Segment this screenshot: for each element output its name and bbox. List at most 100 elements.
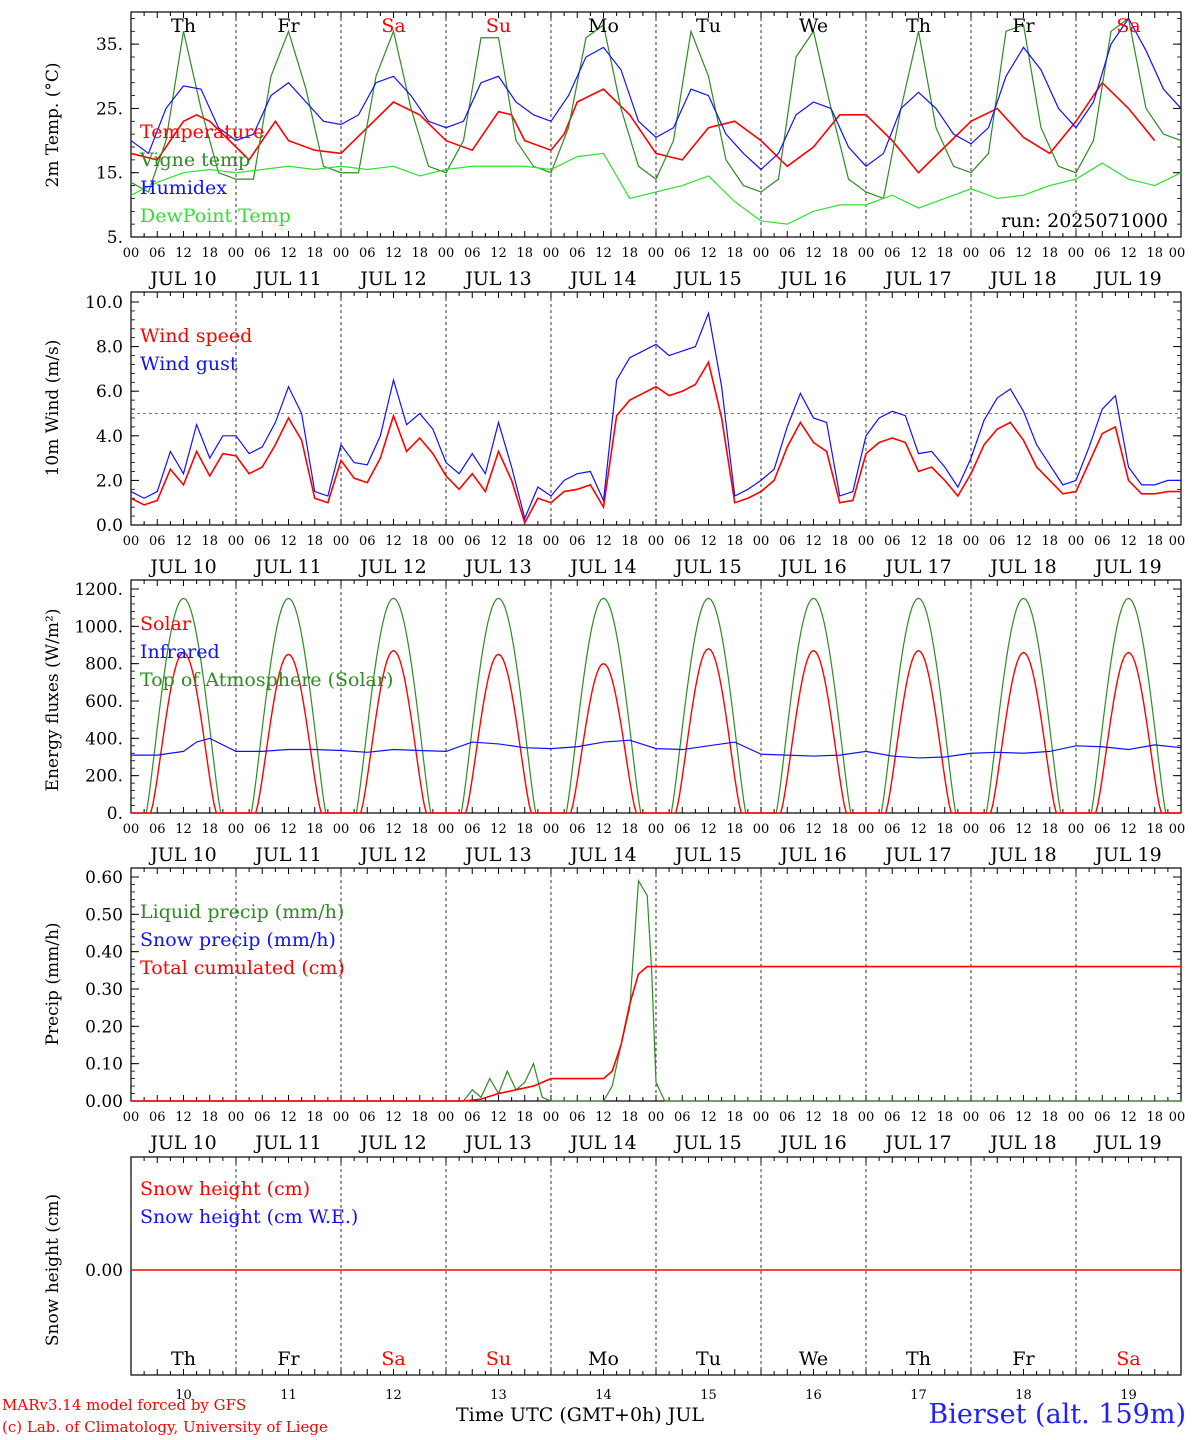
energy-y-tick-label: 400. xyxy=(85,729,123,749)
temp-series-vigne-temp xyxy=(130,17,1182,200)
temp-series-humidex xyxy=(130,17,1182,171)
temp-hour-label: 18 xyxy=(201,246,218,261)
wind-hour-label: 06 xyxy=(1094,534,1111,549)
solar-line xyxy=(131,647,1181,814)
precip-legend-entry: Liquid precip (mm/h) xyxy=(140,901,344,923)
snow-day-name: Mo xyxy=(588,1348,619,1370)
precip-legend-entry: Snow precip (mm/h) xyxy=(140,929,336,951)
temp-y-label: 2m Temp. (°C) xyxy=(43,62,63,187)
precip-hour-label: 12 xyxy=(490,1110,507,1125)
temp-date-label: JUL 11 xyxy=(253,268,321,290)
model-credit: MARv3.14 model forced by GFS xyxy=(2,1396,247,1414)
precip-hour-label: 00 xyxy=(753,1110,770,1125)
energy-hour-label: 06 xyxy=(989,822,1006,837)
temp-hour-label: 18 xyxy=(936,246,953,261)
precip-date-label: JUL 14 xyxy=(568,1132,636,1154)
energy-date-label: JUL 17 xyxy=(883,844,951,866)
temp-date-label: JUL 18 xyxy=(988,268,1056,290)
energy-hour-label: 00 xyxy=(1068,822,1085,837)
precip-hour-label: 06 xyxy=(1094,1110,1111,1125)
wind-hour-label: 12 xyxy=(805,534,822,549)
precip-hour-label: 00 xyxy=(858,1110,875,1125)
precip-hour-label: 18 xyxy=(411,1110,428,1125)
x-axis-title: Time UTC (GMT+0h) JUL xyxy=(456,1404,704,1426)
wind-date-label: JUL 13 xyxy=(463,556,531,578)
temp-hour-label: 06 xyxy=(254,246,271,261)
precip-date-label: JUL 17 xyxy=(883,1132,951,1154)
precip-date-label: JUL 10 xyxy=(148,1132,216,1154)
precip-hour-label: 06 xyxy=(989,1110,1006,1125)
wind-y-label: 10m Wind (m/s) xyxy=(43,340,63,477)
precip-hour-label: 00 xyxy=(228,1110,245,1125)
wind-hour-label: 00 xyxy=(858,534,875,549)
wind-hour-label: 12 xyxy=(1015,534,1032,549)
precip-hour-label: 18 xyxy=(516,1110,533,1125)
wind-hour-label: 06 xyxy=(989,534,1006,549)
temp-hour-label: 00 xyxy=(858,246,875,261)
precip-hour-label: 06 xyxy=(464,1110,481,1125)
temp-date-label: JUL 16 xyxy=(778,268,846,290)
wind-hour-label: 18 xyxy=(1146,534,1163,549)
temp-hour-label: 12 xyxy=(280,246,297,261)
precip-date-label: JUL 11 xyxy=(253,1132,321,1154)
temp-day-name: Sa xyxy=(381,15,405,37)
precip-hour-label: 00 xyxy=(543,1110,560,1125)
precip-hour-label: 00 xyxy=(648,1110,665,1125)
temp-hour-label: 00 xyxy=(648,246,665,261)
wind-hour-label: 12 xyxy=(490,534,507,549)
energy-date-label: JUL 10 xyxy=(148,844,216,866)
precip-hour-label: 00 xyxy=(438,1110,455,1125)
temp-date-label: JUL 10 xyxy=(148,268,216,290)
temp-date-label: JUL 19 xyxy=(1093,268,1161,290)
snow-day-name: We xyxy=(799,1348,828,1370)
wind-date-label: JUL 18 xyxy=(988,556,1056,578)
wind-hour-label: 18 xyxy=(621,534,638,549)
temp-hour-label: 00 xyxy=(333,246,350,261)
energy-hour-label: 12 xyxy=(1015,822,1032,837)
snow-day-name: Th xyxy=(171,1348,196,1370)
temp-series-temperature xyxy=(130,81,1156,174)
wind-hour-label: 18 xyxy=(306,534,323,549)
energy-hour-label: 18 xyxy=(1041,822,1058,837)
temp-hour-label: 12 xyxy=(385,246,402,261)
wind-hour-label: 00 xyxy=(963,534,980,549)
wind-hour-label: 06 xyxy=(569,534,586,549)
precip-hour-label: 18 xyxy=(831,1110,848,1125)
energy-hour-label: 12 xyxy=(910,822,927,837)
precip-hour-label: 18 xyxy=(726,1110,743,1125)
precip-hour-label: 12 xyxy=(280,1110,297,1125)
wind-date-label: JUL 16 xyxy=(778,556,846,578)
precip-y-tick-label: 0.10 xyxy=(85,1055,123,1075)
energy-hour-label: 18 xyxy=(516,822,533,837)
temp-hour-label: 18 xyxy=(831,246,848,261)
energy-date-label: JUL 13 xyxy=(463,844,531,866)
precip-hour-label: 00 xyxy=(123,1110,140,1125)
lab-credit: (c) Lab. of Climatology, University of L… xyxy=(2,1418,328,1436)
energy-hour-label: 06 xyxy=(884,822,901,837)
energy-y-tick-label: 200. xyxy=(85,767,123,787)
precip-hour-label: 18 xyxy=(306,1110,323,1125)
energy-hour-label: 12 xyxy=(1120,822,1137,837)
precip-hour-label: 00 xyxy=(333,1110,350,1125)
energy-hour-label: 00 xyxy=(333,822,350,837)
station-label: Bierset (alt. 159m) xyxy=(928,1399,1186,1430)
wind-date-label: JUL 15 xyxy=(673,556,741,578)
run-label: run: 2025071000 xyxy=(1001,210,1168,232)
precip-series-liquid-precip-mm-h- xyxy=(131,878,1181,1102)
wind-series-wind-gust xyxy=(130,310,1181,521)
temp-day-name: Th xyxy=(171,15,196,37)
temp-hour-label: 12 xyxy=(595,246,612,261)
energy-hour-label: 18 xyxy=(726,822,743,837)
temp-series-dewpoint-temp xyxy=(130,152,1182,225)
wind-hour-label: 12 xyxy=(910,534,927,549)
temp-hour-label: 12 xyxy=(175,246,192,261)
precip-hour-label: 18 xyxy=(1146,1110,1163,1125)
wind-y-tick-label: 2.0 xyxy=(96,471,123,491)
temp-legend-entry: Vigne temp xyxy=(139,149,250,171)
energy-date-label: JUL 12 xyxy=(358,844,426,866)
energy-hour-label: 06 xyxy=(779,822,796,837)
wind-hour-label: 18 xyxy=(726,534,743,549)
wind-hour-label: 00 xyxy=(123,534,140,549)
energy-date-label: JUL 15 xyxy=(673,844,741,866)
